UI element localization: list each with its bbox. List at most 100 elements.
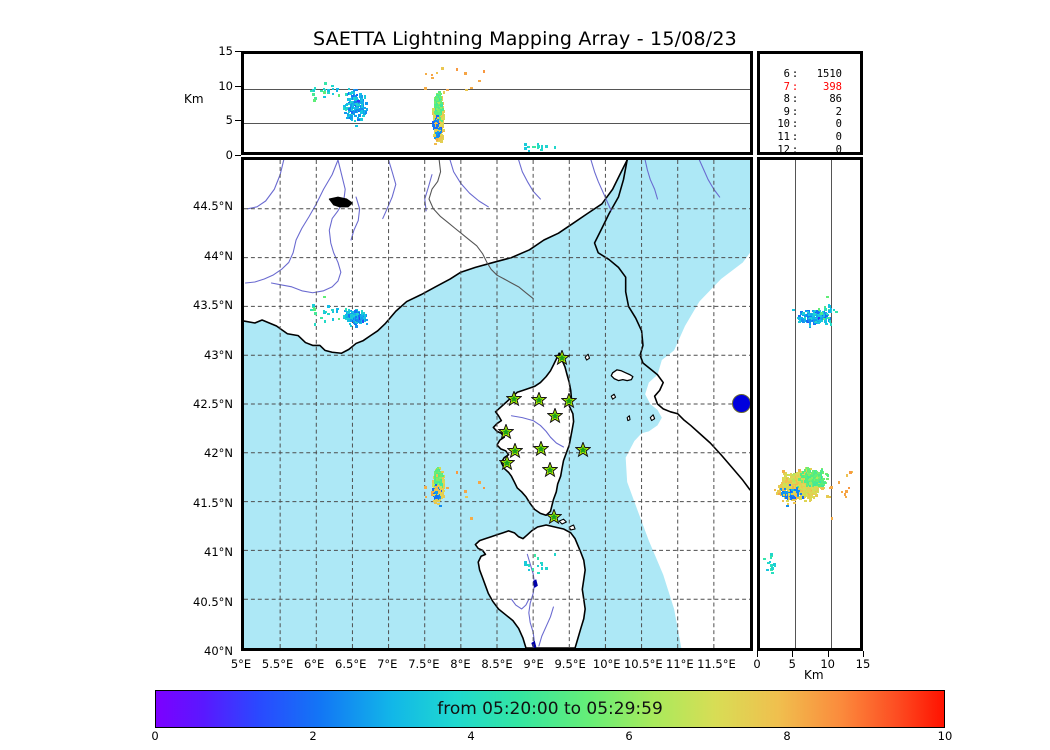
lightning-source-point	[433, 133, 436, 137]
longitude-tick-label: 11.5°E	[697, 657, 736, 671]
lightning-source-point	[352, 89, 356, 92]
lightning-source-point	[435, 93, 439, 97]
axis-tick-mark	[235, 155, 241, 156]
lightning-source-point	[464, 72, 467, 75]
lightning-source-point	[533, 145, 537, 149]
lightning-source-point	[437, 106, 440, 110]
lightning-source-point	[355, 88, 358, 92]
lightning-source-point	[435, 469, 438, 473]
lightning-source-point	[337, 317, 341, 321]
lightning-source-point	[434, 142, 437, 146]
lightning-source-point	[363, 110, 366, 113]
altitude-longitude-panel	[241, 51, 753, 155]
lightning-source-point	[342, 107, 346, 110]
lightning-source-point	[531, 568, 535, 571]
lightning-source-point	[431, 76, 434, 80]
lightning-source-point	[437, 502, 440, 506]
lightning-source-point	[540, 148, 543, 152]
station-count-row: 9:2	[760, 106, 866, 119]
lightning-source-point	[436, 138, 439, 141]
axis-tick-mark	[235, 85, 241, 87]
lightning-source-point	[438, 90, 441, 94]
station-count-table: 6:1510 7:398 8:86 9:2 10:0 11:0 12:0	[760, 68, 866, 156]
lightning-source-point	[314, 97, 317, 100]
lightning-source-point	[360, 98, 364, 101]
lightning-source-point	[434, 120, 437, 123]
lightning-source-point	[337, 94, 341, 97]
station-count-value: 2	[835, 105, 842, 118]
lightning-source-point	[433, 101, 437, 104]
lightning-source-point	[348, 92, 352, 95]
station-count-value: 398	[823, 80, 842, 93]
lightning-source-point	[361, 108, 365, 111]
lightning-source-point	[438, 127, 442, 131]
lightning-source-point	[537, 145, 540, 148]
lightning-source-point	[524, 143, 527, 146]
lightning-source-point	[354, 95, 357, 98]
lightning-source-point	[545, 145, 548, 148]
station-count-value: 86	[829, 93, 842, 106]
lightning-source-point	[436, 116, 440, 120]
lightning-source-point	[353, 119, 357, 123]
lightning-source-point	[365, 108, 369, 111]
map-plot-area	[244, 160, 750, 648]
lightning-source-point	[540, 563, 544, 567]
lma-station-marker	[530, 391, 549, 408]
lightning-source-point	[439, 110, 443, 113]
lightning-source-point	[435, 474, 439, 477]
lightning-source-point	[313, 323, 317, 326]
lightning-source-point	[441, 105, 445, 109]
lightning-source-point	[438, 98, 442, 102]
lightning-source-point	[435, 117, 438, 121]
lightning-source-point	[431, 121, 435, 124]
lightning-source-point	[350, 314, 354, 318]
lightning-source-point	[349, 324, 353, 328]
lightning-source-point	[439, 100, 443, 104]
station-count-row: 10:0	[760, 118, 866, 131]
islet-giglio	[649, 414, 656, 422]
station-count-sep: :	[791, 130, 799, 143]
lightning-source-point	[358, 320, 362, 323]
lightning-source-point	[545, 567, 548, 570]
lightning-source-point	[434, 105, 438, 108]
lightning-source-point	[478, 481, 481, 484]
altitude-longitude-plot-area	[244, 54, 750, 152]
lightning-source-point	[359, 93, 362, 96]
station-count-key: 12	[777, 143, 790, 156]
lightning-source-point	[464, 490, 467, 493]
lightning-source-point	[344, 108, 348, 112]
lma-station-marker	[545, 507, 563, 525]
lightning-source-point	[531, 145, 535, 149]
station-count-key: 11	[777, 130, 790, 143]
lma-station-marker	[574, 441, 592, 458]
lightning-source-point	[432, 127, 436, 130]
lightning-source-point	[352, 93, 356, 97]
lma-station-marker	[553, 348, 571, 366]
axis-tick-label: 5	[225, 113, 233, 128]
lightning-source-point	[440, 118, 444, 121]
river-sardinia-1	[526, 553, 536, 644]
river-sardinia-3	[538, 606, 554, 647]
lightning-source-point	[527, 145, 531, 149]
lightning-source-point	[540, 145, 544, 148]
lightning-source-point	[345, 103, 348, 107]
lightning-source-point	[536, 564, 540, 568]
lightning-source-point	[430, 73, 434, 77]
lightning-source-point	[314, 312, 317, 315]
lightning-source-point	[527, 568, 531, 572]
lightning-source-point	[356, 117, 360, 120]
lightning-source-point	[436, 115, 439, 118]
lightning-source-point	[343, 104, 346, 108]
river	[449, 160, 489, 208]
lightning-source-point	[355, 102, 358, 106]
gridline	[244, 88, 750, 90]
lightning-source-point	[435, 103, 439, 106]
lake-dark	[328, 196, 353, 208]
site-marker	[731, 394, 750, 414]
lightning-source-point	[353, 108, 357, 111]
lightning-source-point	[347, 87, 351, 91]
river	[244, 160, 339, 284]
axis-tick-label: 15	[218, 44, 233, 58]
lightning-source-point	[437, 101, 440, 105]
lightning-source-point	[432, 480, 435, 483]
